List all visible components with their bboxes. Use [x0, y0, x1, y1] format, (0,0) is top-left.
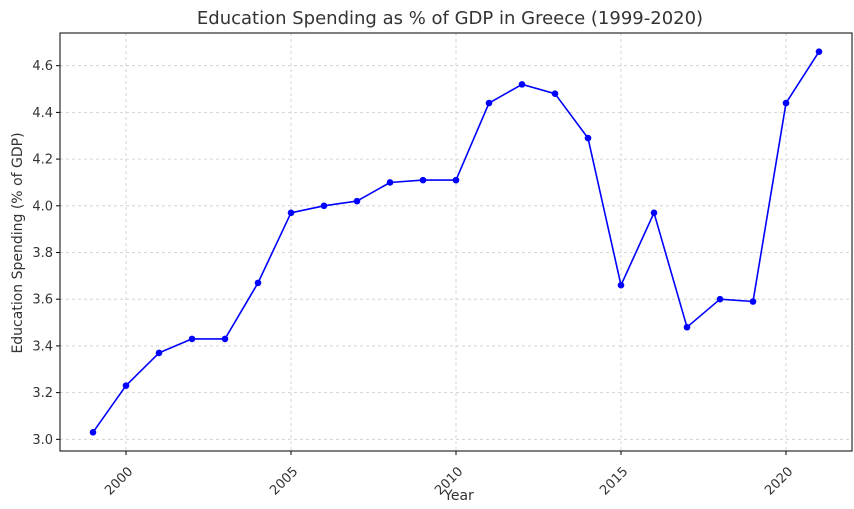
data-point [551, 90, 559, 98]
data-point [518, 81, 526, 88]
data-point [650, 209, 658, 217]
x-tick-label: 2000 [102, 464, 136, 498]
data-point [683, 323, 691, 331]
data-point [419, 176, 427, 184]
data-point [485, 99, 493, 107]
data-point [89, 429, 97, 436]
data-point [782, 99, 790, 107]
chart-title: Education Spending as % of GDP in Greece… [197, 8, 703, 29]
data-point [386, 179, 394, 186]
series [89, 48, 823, 436]
data-point [452, 176, 460, 184]
y-tick-label: 3.4 [32, 339, 53, 354]
data-point [221, 335, 229, 343]
x-tick-label: 2015 [597, 464, 631, 498]
x-tick-label: 2020 [762, 464, 796, 498]
y-tick-label: 3.0 [32, 433, 53, 448]
data-point [155, 349, 163, 357]
y-tick-label: 3.8 [32, 246, 53, 261]
y-tick-label: 4.0 [32, 199, 53, 214]
data-point [617, 281, 625, 289]
grid [60, 33, 852, 451]
y-axis-label: Education Spending (% of GDP) [10, 132, 26, 353]
y-tick-label: 4.2 [32, 153, 53, 168]
data-point [353, 197, 361, 205]
data-point [584, 134, 592, 142]
y-tick-label: 4.6 [32, 59, 53, 74]
x-axis-label: Year [443, 488, 474, 504]
data-point [815, 48, 823, 55]
y-tick-label: 3.6 [32, 293, 53, 308]
data-point [254, 279, 262, 287]
data-point [749, 298, 757, 305]
data-point [188, 335, 196, 343]
x-tick-label: 2005 [267, 464, 301, 498]
data-point [320, 202, 328, 210]
data-point [122, 382, 130, 389]
data-point [287, 209, 295, 217]
y-tick-label: 4.4 [32, 106, 53, 121]
data-point [716, 295, 724, 303]
y-tick-label: 3.2 [32, 386, 53, 401]
